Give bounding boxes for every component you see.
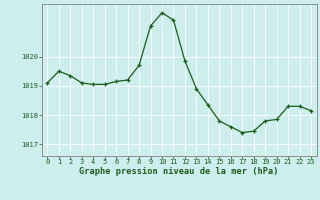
X-axis label: Graphe pression niveau de la mer (hPa): Graphe pression niveau de la mer (hPa) <box>79 167 279 176</box>
